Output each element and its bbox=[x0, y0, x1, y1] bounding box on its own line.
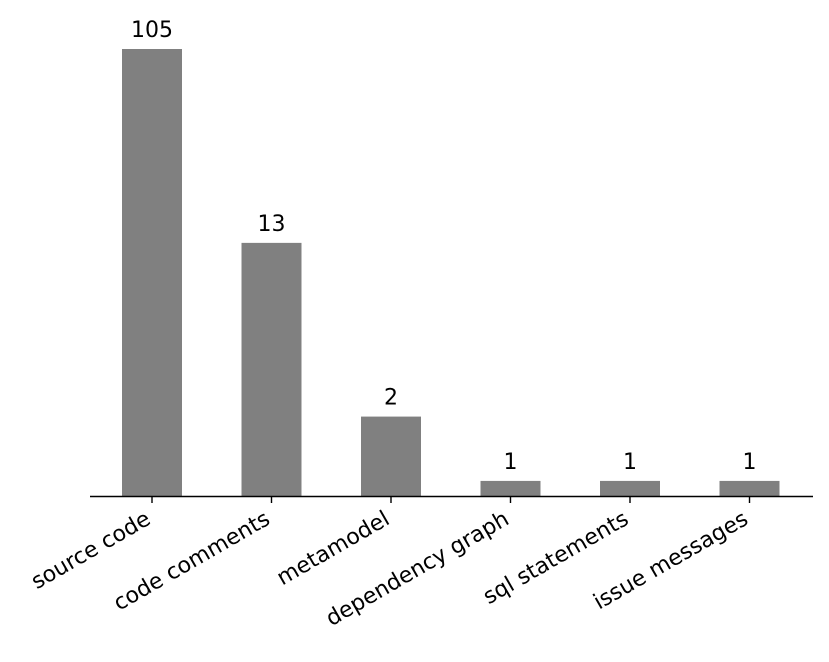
bar-value-label: 1 bbox=[504, 450, 518, 475]
bar bbox=[361, 416, 421, 496]
bar-value-label: 1 bbox=[623, 450, 637, 475]
value-labels-group: 105 13 2 1 1 1 bbox=[131, 18, 757, 475]
bar-value-label: 105 bbox=[131, 18, 173, 43]
bars-group bbox=[122, 49, 780, 496]
bar bbox=[480, 480, 541, 496]
bar-value-label: 1 bbox=[743, 450, 757, 475]
bar bbox=[600, 480, 660, 496]
bar-value-label: 13 bbox=[258, 212, 286, 237]
x-ticks-group bbox=[151, 496, 751, 503]
bar bbox=[719, 480, 780, 496]
bar bbox=[122, 49, 182, 496]
bar bbox=[241, 242, 302, 496]
bar-value-label: 2 bbox=[384, 386, 398, 411]
